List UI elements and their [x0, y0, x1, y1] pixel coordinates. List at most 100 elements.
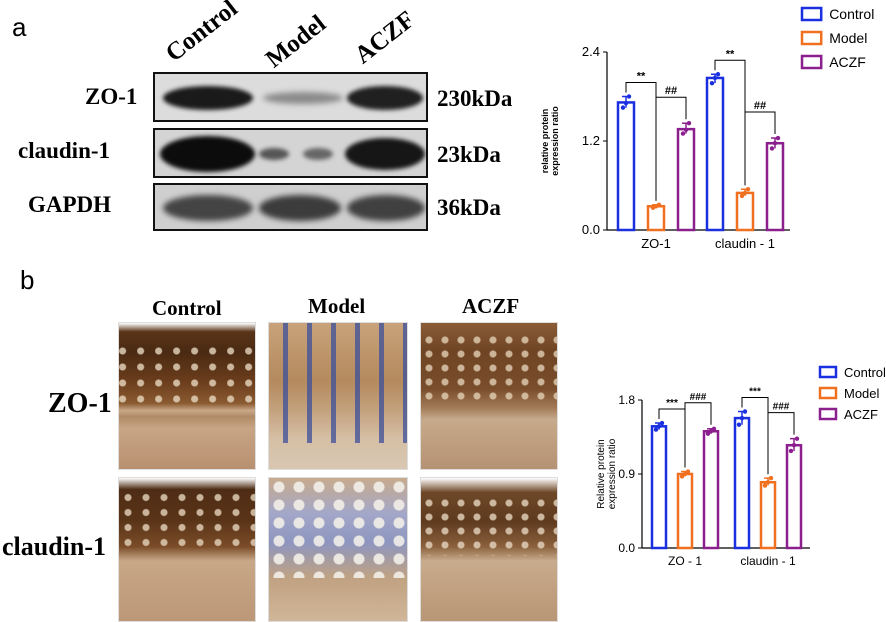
- blot-label-zo1: ZO-1: [85, 84, 138, 109]
- data-point: [769, 146, 775, 151]
- data-point: [762, 483, 768, 488]
- legend-label-control: Control: [829, 6, 874, 22]
- data-point: [659, 420, 665, 426]
- y-axis-label: relative protein: [540, 109, 550, 174]
- ihc-image-control-zo1: [118, 322, 256, 470]
- significance-marker: **: [726, 48, 735, 60]
- ihc-row-zo1: ZO-1: [48, 388, 112, 419]
- legend-swatch-aczf: [800, 54, 823, 70]
- significance-marker: ***: [749, 387, 761, 398]
- ihc-image-control-claudin1: [118, 477, 256, 622]
- bar-chart-a: 0.0 1.2 2.4 relative protein expression rati…: [540, 6, 874, 251]
- data-point: [772, 141, 778, 146]
- blot-label-claudin1: claudin-1: [18, 138, 111, 163]
- blot-band: [160, 136, 255, 172]
- data-point: [775, 135, 781, 141]
- data-point: [765, 480, 771, 485]
- x-category-label: ZO - 1: [668, 554, 702, 568]
- data-point: [680, 131, 686, 136]
- bar-model: [759, 480, 777, 550]
- data-point: [739, 415, 745, 421]
- data-point: [712, 75, 718, 81]
- data-point: [736, 422, 742, 427]
- significance-marker: **: [637, 71, 646, 83]
- blot-band: [345, 138, 425, 170]
- legend-swatch-model: [800, 30, 823, 46]
- data-point: [745, 187, 751, 192]
- ihc-image-aczf-claudin1: [420, 477, 558, 622]
- lane-label-aczf: ACZF: [349, 6, 421, 70]
- significance-marker: ***: [666, 398, 678, 409]
- blot-row-gapdh: [153, 183, 428, 231]
- data-point: [683, 127, 689, 133]
- blot-label-gapdh: GAPDH: [28, 192, 112, 217]
- data-point: [711, 426, 717, 431]
- bar-aczf: [676, 127, 696, 232]
- significance-bracket: [767, 412, 795, 475]
- ihc-row-claudin1: claudin-1: [2, 532, 107, 561]
- y-axis-label: expression ratio: [607, 438, 618, 509]
- y-tick-label: 1.2: [582, 133, 600, 148]
- legend-label-control: Control: [844, 365, 886, 380]
- bar-control: [616, 101, 636, 232]
- blot-band: [263, 92, 343, 104]
- data-point: [705, 431, 711, 436]
- legend-label-aczf: ACZF: [844, 407, 878, 422]
- data-point: [709, 80, 715, 86]
- blot-size-claudin1: 23kDa: [437, 142, 501, 167]
- significance-marker: ##: [754, 100, 766, 112]
- y-tick-label: 0.0: [618, 541, 635, 555]
- significance-bracket: [741, 397, 769, 475]
- blot-band: [163, 86, 253, 110]
- ihc-image-aczf-zo1: [420, 322, 558, 470]
- data-point: [768, 475, 774, 481]
- legend-swatch-control: [818, 365, 838, 379]
- data-point: [653, 427, 659, 432]
- bar-chart-b: 0.0 0.9 1.8 Relative protein expression rati…: [596, 365, 886, 568]
- significance-bracket: [744, 111, 776, 186]
- x-category-label: ZO-1: [641, 236, 671, 251]
- ihc-col-aczf: ACZF: [462, 294, 520, 318]
- legend-label-aczf: ACZF: [829, 54, 866, 70]
- legend-swatch-model: [818, 386, 838, 400]
- y-axis-label: Relative protein: [596, 439, 607, 508]
- data-point: [626, 94, 632, 99]
- data-point: [623, 100, 629, 106]
- blot-size-gapdh: 36kDa: [437, 195, 501, 220]
- ihc-col-control: Control: [152, 296, 222, 320]
- blot-band: [259, 148, 289, 160]
- blot-row-claudin1: [153, 128, 428, 178]
- data-point: [742, 409, 748, 414]
- blot-band: [163, 195, 253, 221]
- bar-aczf: [785, 443, 803, 550]
- x-category-label: claudin - 1: [715, 236, 775, 251]
- data-point: [791, 443, 797, 448]
- bar-aczf: [702, 429, 720, 550]
- significance-bracket: [625, 82, 657, 201]
- significance-bracket: [655, 96, 687, 201]
- bar-model: [735, 191, 755, 232]
- legend-label-model: Model: [844, 386, 880, 401]
- y-tick-label: 1.8: [618, 393, 635, 407]
- ihc-image-model-zo1: [268, 322, 408, 470]
- significance-marker: ##: [665, 85, 677, 97]
- data-point: [682, 471, 688, 477]
- blot-band: [347, 86, 423, 110]
- data-point: [656, 424, 662, 429]
- bar-control: [705, 76, 725, 232]
- lane-label-control: Control: [160, 0, 243, 68]
- blot-size-zo1: 230kDa: [437, 86, 513, 111]
- significance-bracket: [684, 402, 712, 468]
- lane-label-model: Model: [260, 10, 332, 74]
- data-point: [708, 429, 714, 434]
- significance-marker: ###: [773, 402, 790, 413]
- y-tick-label: 0.9: [618, 467, 635, 481]
- y-tick-label: 0.0: [582, 222, 600, 237]
- data-point: [715, 72, 721, 77]
- bar-control: [650, 425, 668, 550]
- data-point: [685, 469, 691, 474]
- significance-marker: ###: [690, 392, 707, 403]
- ihc-col-model: Model: [308, 294, 366, 318]
- blot-band: [303, 148, 333, 160]
- panel-a-letter: a: [12, 12, 27, 42]
